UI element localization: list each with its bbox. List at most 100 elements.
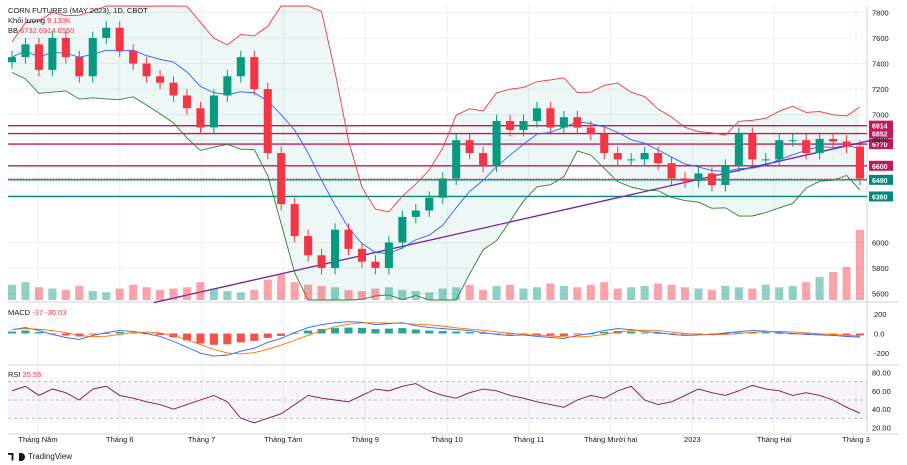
candle-body <box>573 117 582 128</box>
volume-bar <box>761 284 770 300</box>
volume-bar <box>559 286 568 300</box>
macd-histogram-bar <box>331 328 340 334</box>
ascending-trendline <box>153 138 878 304</box>
candle-body <box>129 50 138 64</box>
bollinger-band-lines <box>11 5 861 301</box>
volume-bar <box>196 282 205 300</box>
candle-body <box>855 146 865 179</box>
macd-histogram-bar <box>61 333 70 336</box>
volume-bar <box>371 288 380 300</box>
macd-histogram-bar <box>75 333 84 337</box>
macd-line <box>11 321 861 357</box>
x-tick-label: Tháng Mười hai <box>584 435 638 444</box>
price-tick-label: 5800 <box>872 264 889 273</box>
candle-body <box>115 27 124 51</box>
candle-body <box>748 133 757 160</box>
volume-bar <box>357 291 367 300</box>
chart-title-text: CORN FUTURES (MAY 2023), 1D, CBOT <box>8 6 148 15</box>
candle-body <box>815 138 824 153</box>
candle-body <box>169 82 178 96</box>
volume-bars <box>7 230 865 300</box>
volume-bar <box>102 292 111 300</box>
volume-bar <box>586 284 595 300</box>
macd-histogram-bar <box>156 333 165 335</box>
macd-histogram-bar <box>317 329 326 334</box>
macd-histogram-bar <box>115 332 124 334</box>
candle-body <box>384 242 393 269</box>
candle-body <box>707 173 716 185</box>
macd-histogram-bar <box>761 332 770 334</box>
volume-bar <box>209 288 218 300</box>
candle-body <box>304 236 313 256</box>
candle-body <box>829 138 838 142</box>
macd-histogram-bar <box>438 331 447 334</box>
macd-histogram-bar <box>129 332 138 334</box>
level-label-6852: 6852 <box>872 132 888 139</box>
x-tick-label: Tháng 11 <box>513 435 544 444</box>
candle-body <box>102 27 111 38</box>
volume-bar <box>452 287 461 300</box>
macd-histogram-bar <box>384 328 393 334</box>
rsi-tick-label: 20.00 <box>872 423 891 432</box>
volume-bar <box>613 288 622 300</box>
level-tag-6490 <box>869 174 893 185</box>
candle-body <box>263 89 272 153</box>
macd-histogram-bar <box>263 333 272 338</box>
macd-histogram-bar <box>182 333 192 341</box>
candle-body <box>775 140 784 160</box>
macd-histogram-bar <box>304 330 313 334</box>
level-tag-6770 <box>869 139 893 150</box>
volume-bar <box>640 286 649 300</box>
rsi-legend: RSI 35.55 <box>8 370 41 380</box>
volume-bar <box>465 284 474 300</box>
volume-bar <box>263 279 272 300</box>
macd-histogram-bar <box>465 332 474 334</box>
volume-bar <box>61 289 70 300</box>
bb-fill-area <box>12 6 860 300</box>
candle-body <box>600 133 609 153</box>
macd-histogram-bar <box>559 333 568 336</box>
volume-bar <box>34 287 43 300</box>
candle-body <box>371 261 380 269</box>
macd-histogram-bar <box>842 333 851 335</box>
macd-histogram-bar <box>627 331 636 334</box>
x-tick-label: Tháng 6 <box>106 435 134 444</box>
x-tick-label: Tháng 9 <box>351 435 379 444</box>
price-tick-label: 7000 <box>872 111 889 120</box>
macd-legend-values: -37 -30 03 <box>32 308 67 317</box>
candle-body <box>7 57 17 63</box>
macd-tick-label: 200 <box>874 310 887 319</box>
volume-bar <box>290 282 299 300</box>
candle-body <box>357 248 367 262</box>
volume-bar <box>479 289 488 300</box>
volume-bar <box>21 282 30 300</box>
rsi-tick-label: 60.00 <box>872 387 891 396</box>
macd-histogram-bar <box>694 333 703 335</box>
volume-bar <box>667 284 676 300</box>
level-label-6490: 6490 <box>872 178 888 185</box>
volume-bar <box>855 230 865 300</box>
candle-body <box>317 255 326 269</box>
volume-bar <box>182 287 192 300</box>
macd-histogram-bar <box>532 333 541 335</box>
volume-bar <box>48 288 57 300</box>
volume-bar <box>236 292 245 300</box>
macd-histogram-bar <box>600 332 609 334</box>
candle-body <box>425 197 434 211</box>
macd-histogram-bar <box>734 332 743 334</box>
bb-upper-line <box>11 5 861 213</box>
macd-tick-label: -200 <box>874 349 889 358</box>
candle-body <box>331 229 340 269</box>
candle-body <box>465 140 474 153</box>
volume-bar <box>505 284 515 300</box>
candle-body <box>788 140 797 142</box>
volume-bar <box>815 277 824 300</box>
candle-body <box>75 57 84 77</box>
level-label-6600: 6600 <box>872 164 888 171</box>
level-label-6914: 6914 <box>872 124 888 131</box>
volume-bar <box>829 272 838 300</box>
candle-body <box>209 95 218 128</box>
x-tick-label: Tháng Hai <box>757 435 792 444</box>
candles <box>7 21 867 275</box>
x-tick-label: Tháng Năm <box>18 435 57 444</box>
